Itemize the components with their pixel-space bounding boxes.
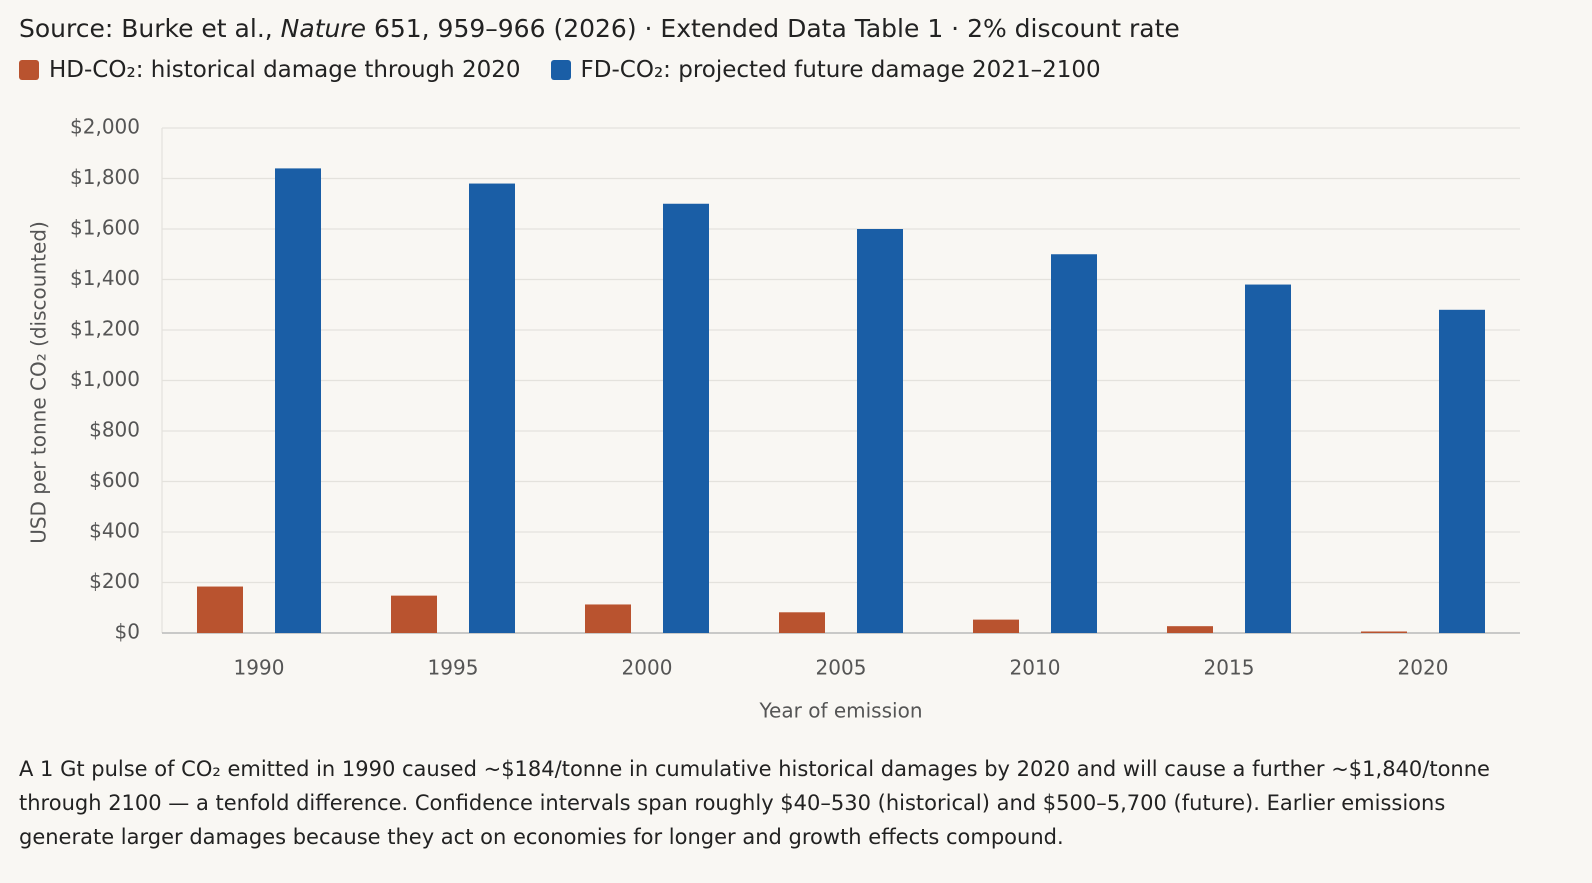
chart-note: A 1 Gt pulse of CO₂ emitted in 1990 caus… (19, 757, 1490, 849)
bar (391, 595, 437, 633)
title-text: 651, 959–966 (2026) · Extended Data Tabl… (366, 14, 1180, 43)
bar (1167, 626, 1213, 633)
bar (1439, 309, 1485, 633)
legend-swatch (19, 60, 39, 80)
bar (973, 619, 1019, 633)
legend-label: FD-CO₂: projected future damage 2021–210… (580, 57, 1101, 83)
bar (585, 604, 631, 633)
y-tick-label: $200 (89, 569, 140, 593)
title-text: Source: Burke et al., (19, 14, 281, 43)
bar (469, 183, 515, 634)
x-tick-label: 1995 (428, 656, 479, 680)
title-journal: Nature (280, 14, 366, 43)
y-tick-label: $1,600 (70, 216, 140, 240)
x-axis-label: Year of emission (759, 699, 923, 723)
chart-title: Source: Burke et al., Nature 651, 959–96… (19, 14, 1180, 43)
bar (857, 229, 903, 633)
bar (663, 203, 709, 633)
bar (1361, 631, 1407, 633)
x-tick-label: 2010 (1010, 656, 1061, 680)
x-tick-label: 2015 (1204, 656, 1255, 680)
x-tick-label: 1990 (234, 656, 285, 680)
x-tick-label: 2000 (622, 656, 673, 680)
legend-item: HD-CO₂: historical damage through 2020 (19, 57, 521, 83)
y-tick-label: $400 (89, 519, 140, 543)
y-axis-label: USD per tonne CO₂ (discounted) (27, 221, 51, 544)
y-tick-label: $1,000 (70, 367, 140, 391)
bar (779, 612, 825, 633)
x-tick-label: 2005 (816, 656, 867, 680)
y-tick-label: $1,400 (70, 266, 140, 290)
chart: $0 $200 $400 $600 $800 $1,000 $1,200 $1,400 $1,6… (27, 115, 1520, 723)
y-tick-label: $0 (115, 620, 140, 644)
bar (1051, 254, 1097, 633)
legend-swatch (550, 60, 571, 80)
x-tick-label: 2020 (1398, 656, 1449, 680)
bar (275, 168, 321, 633)
y-tick-label: $2,000 (70, 115, 140, 139)
legend: HD-CO₂: historical damage through 2020 FD… (19, 57, 1101, 83)
y-tick-label: $600 (89, 468, 140, 492)
y-tick-label: $1,800 (70, 165, 140, 189)
y-tick-label: $1,200 (70, 317, 140, 341)
legend-label: HD-CO₂: historical damage through 2020 (49, 57, 521, 83)
bar (197, 586, 243, 633)
bar (1245, 284, 1291, 633)
y-tick-label: $800 (89, 418, 140, 442)
legend-item: FD-CO₂: projected future damage 2021–210… (550, 57, 1101, 83)
